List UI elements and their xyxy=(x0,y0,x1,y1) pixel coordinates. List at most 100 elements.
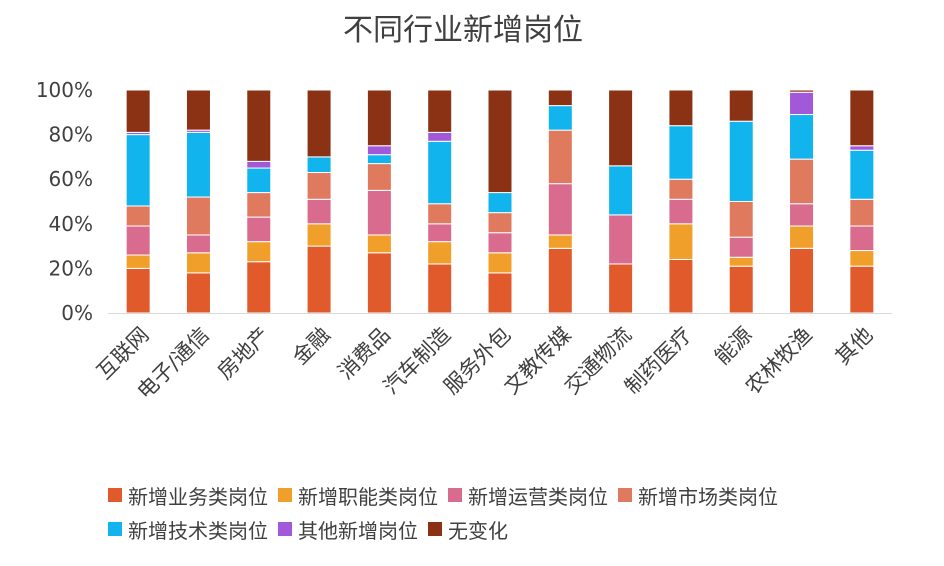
bar-segment xyxy=(849,225,875,252)
bar-segment xyxy=(306,172,332,200)
bar-segment xyxy=(849,145,875,151)
bar-segment xyxy=(185,252,211,274)
bar-segment xyxy=(608,263,634,314)
bar-segment xyxy=(487,252,513,274)
y-tick-label: 20% xyxy=(49,256,93,280)
bar-segment xyxy=(427,223,453,243)
legend-label: 新增市场类岗位 xyxy=(638,484,778,509)
bar-stack xyxy=(125,89,151,314)
legend-item: 新增业务类岗位 xyxy=(108,481,268,510)
bar-segment xyxy=(487,212,513,234)
bar-stack xyxy=(306,89,332,314)
legend-swatch xyxy=(448,488,462,502)
bar-segment xyxy=(366,163,392,191)
bar-stack xyxy=(427,89,453,314)
bar-segment xyxy=(487,192,513,214)
bar-segment xyxy=(246,167,272,194)
legend-item: 新增职能类岗位 xyxy=(278,481,438,510)
bar-segment xyxy=(246,216,272,243)
legend: 新增业务类岗位 新增职能类岗位 新增运营类岗位 新增市场类岗位新增技术类岗位 其他新增岗… xyxy=(108,478,908,546)
bar-segment xyxy=(487,89,513,194)
y-tick-label: 100% xyxy=(36,78,93,102)
y-tick-label: 40% xyxy=(49,212,93,236)
bar-segment xyxy=(728,120,754,202)
bar-segment xyxy=(125,134,151,207)
bar-segment xyxy=(487,232,513,254)
bar-segment xyxy=(427,140,453,205)
bar-segment xyxy=(185,234,211,254)
bar-segment xyxy=(246,192,272,218)
bar-segment xyxy=(728,256,754,267)
bar-segment xyxy=(668,178,694,200)
bar-segment xyxy=(366,145,392,156)
bar-segment xyxy=(185,272,211,314)
x-tick-label: 能源 xyxy=(710,323,757,370)
bar-segment xyxy=(608,214,634,265)
bar-segment xyxy=(125,225,151,256)
bar-segment xyxy=(547,89,573,107)
bar-stack xyxy=(185,89,211,314)
bar-segment xyxy=(427,131,453,142)
bar-segment xyxy=(125,89,151,133)
bar-segment xyxy=(125,254,151,269)
bar-segment xyxy=(427,203,453,225)
x-tick-label: 制药医疗 xyxy=(620,323,696,399)
bar-segment xyxy=(668,258,694,314)
legend-label: 新增技术类岗位 xyxy=(128,518,268,543)
legend-item: 无变化 xyxy=(428,515,508,544)
bar-segment xyxy=(789,158,815,205)
legend-item: 新增市场类岗位 xyxy=(618,481,778,510)
y-axis: 0% 20% 40% 60% 80% 100% xyxy=(36,78,93,325)
bar-segment xyxy=(366,234,392,254)
bar-segment xyxy=(547,129,573,185)
bar-segment xyxy=(728,89,754,122)
bar-stack xyxy=(547,89,573,314)
bar-segment xyxy=(789,247,815,314)
y-tick-label: 0% xyxy=(61,301,93,325)
bar-stack xyxy=(608,89,634,314)
bar-segment xyxy=(306,89,332,158)
bar-segment xyxy=(608,165,634,216)
bar-segment xyxy=(366,89,392,147)
bar-segment xyxy=(849,250,875,267)
bar-segment xyxy=(185,89,211,131)
legend-item: 新增运营类岗位 xyxy=(448,481,608,510)
bar-segment xyxy=(306,245,332,314)
bar-segment xyxy=(246,261,272,314)
bar-segment xyxy=(849,89,875,147)
x-tick-label: 房地产 xyxy=(213,323,275,385)
bar-stack xyxy=(487,89,513,314)
bar-segment xyxy=(366,189,392,236)
bar-segment xyxy=(668,198,694,225)
x-tick-label: 农林牧渔 xyxy=(741,323,817,399)
bar-stack xyxy=(246,89,272,314)
x-tick-label: 其他 xyxy=(831,323,878,370)
legend-row: 新增技术类岗位 其他新增岗位 无变化 xyxy=(108,512,908,546)
y-tick-label: 80% xyxy=(49,123,93,147)
bar-segment xyxy=(125,205,151,227)
bar-segment xyxy=(246,160,272,169)
bar-segment xyxy=(547,183,573,236)
legend-label: 新增业务类岗位 xyxy=(128,484,268,509)
bar-segment xyxy=(246,89,272,162)
legend-item: 新增技术类岗位 xyxy=(108,515,268,544)
bar-segment xyxy=(789,91,815,116)
bar-segment xyxy=(185,196,211,236)
bar-segment xyxy=(789,225,815,249)
legend-swatch xyxy=(428,522,442,536)
bar-segment xyxy=(547,234,573,249)
bar-segment xyxy=(789,203,815,227)
bar-segment xyxy=(246,241,272,263)
legend-item: 其他新增岗位 xyxy=(278,515,418,544)
bar-stack xyxy=(849,89,875,314)
bar-segment xyxy=(547,105,573,131)
bar-segment xyxy=(547,247,573,314)
bar-segment xyxy=(668,223,694,260)
bar-segment xyxy=(849,198,875,227)
bar-stack xyxy=(366,89,392,314)
bar-segment xyxy=(849,265,875,314)
bar-segment xyxy=(728,265,754,314)
